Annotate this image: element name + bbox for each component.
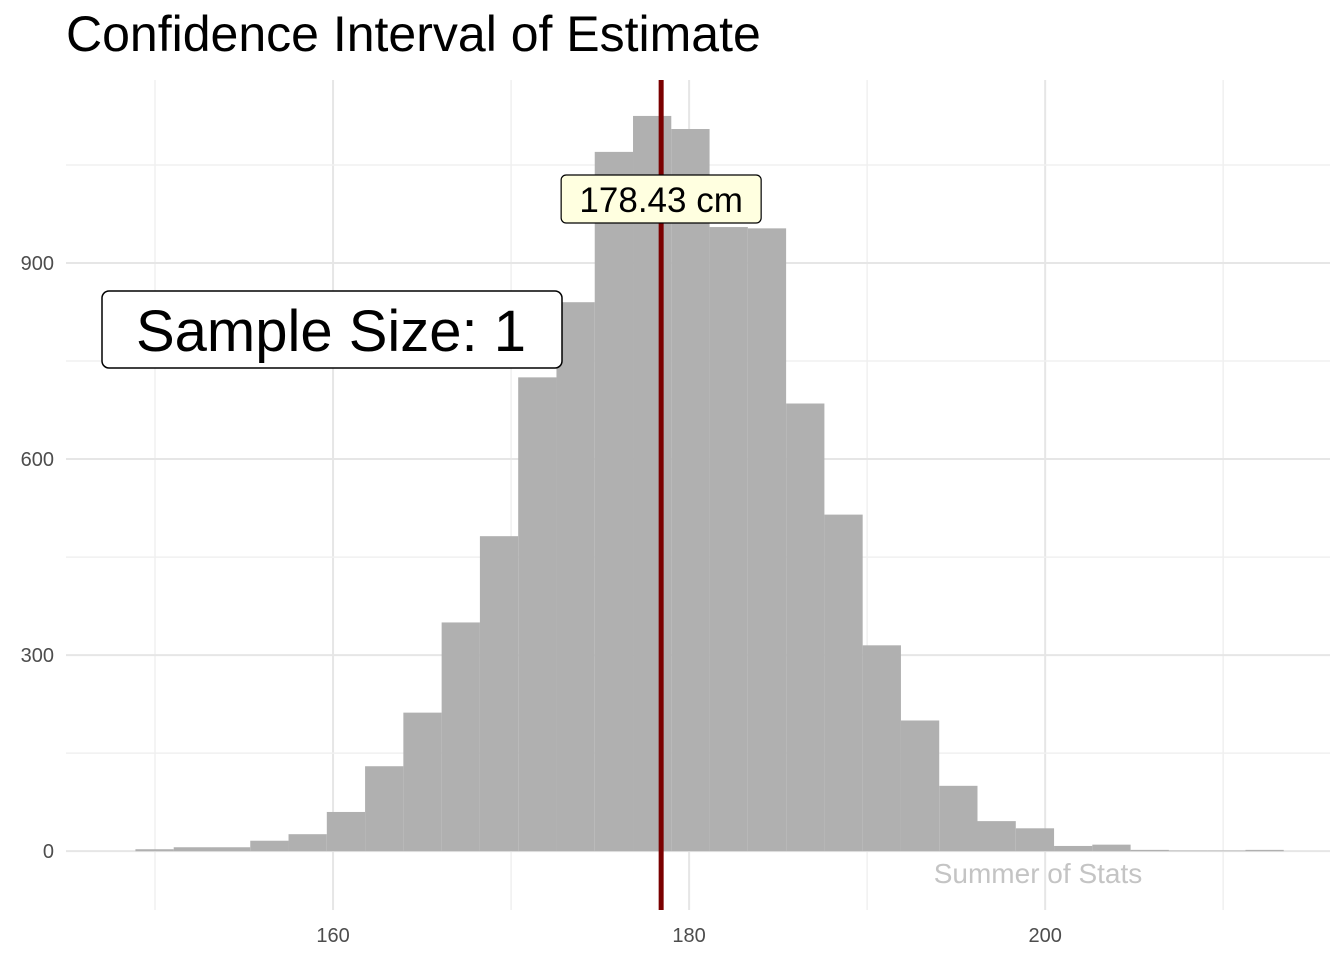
- histogram-bar: [250, 840, 289, 852]
- histogram-bar: [977, 821, 1016, 852]
- histogram-bar: [1054, 845, 1093, 852]
- histogram-bar: [862, 645, 901, 852]
- x-axis-ticks: 160 180 200: [316, 925, 1061, 947]
- histogram-bar: [633, 115, 672, 852]
- histogram-bar: [479, 536, 519, 852]
- y-tick-label: 0: [43, 841, 54, 863]
- histogram-bar: [365, 766, 404, 852]
- histogram-bar: [594, 151, 634, 852]
- histogram-bar: [1207, 850, 1246, 852]
- histogram-bars: [135, 115, 1284, 852]
- histogram-bar: [786, 403, 825, 852]
- histogram-bar: [939, 785, 978, 852]
- histogram-bar: [326, 811, 366, 852]
- histogram-bar: [441, 622, 480, 852]
- watermark: Summer of Stats: [934, 858, 1143, 889]
- histogram-bar: [288, 834, 327, 852]
- histogram-bar: [556, 302, 595, 852]
- y-tick-label: 300: [21, 645, 54, 667]
- estimate-label-box: [560, 174, 762, 224]
- chart-title: Confidence Interval of Estimate: [66, 6, 761, 62]
- y-tick-label: 600: [21, 449, 54, 471]
- estimate-label-text: 178.43 cm: [579, 181, 742, 220]
- histogram-bar: [518, 377, 557, 852]
- histogram-bar: [824, 514, 863, 852]
- estimate-label: 178.43 cm: [560, 174, 762, 224]
- histogram-bar: [900, 720, 940, 852]
- histogram-bar: [1168, 850, 1208, 852]
- histogram-bar: [1130, 849, 1169, 852]
- x-tick-label: 160: [316, 925, 349, 947]
- histogram-bar: [211, 847, 251, 852]
- x-tick-label: 180: [672, 925, 705, 947]
- sample-size-box: [101, 290, 563, 369]
- y-tick-label: 900: [21, 253, 54, 275]
- x-tick-label: 200: [1028, 925, 1061, 947]
- histogram-bar: [747, 228, 787, 852]
- histogram-bar: [403, 712, 442, 852]
- histogram-bar: [1015, 828, 1055, 852]
- histogram-bar: [173, 847, 212, 852]
- histogram-bar: [1092, 844, 1131, 852]
- sample-size-label: Sample Size: 1: [101, 290, 563, 369]
- sample-size-text: Sample Size: 1: [136, 299, 526, 364]
- y-axis-ticks: 0 300 600 900: [21, 253, 54, 863]
- histogram-bar: [1245, 849, 1284, 852]
- histogram-bar: [671, 129, 710, 852]
- histogram-bar: [135, 849, 174, 852]
- histogram-bar: [709, 227, 748, 852]
